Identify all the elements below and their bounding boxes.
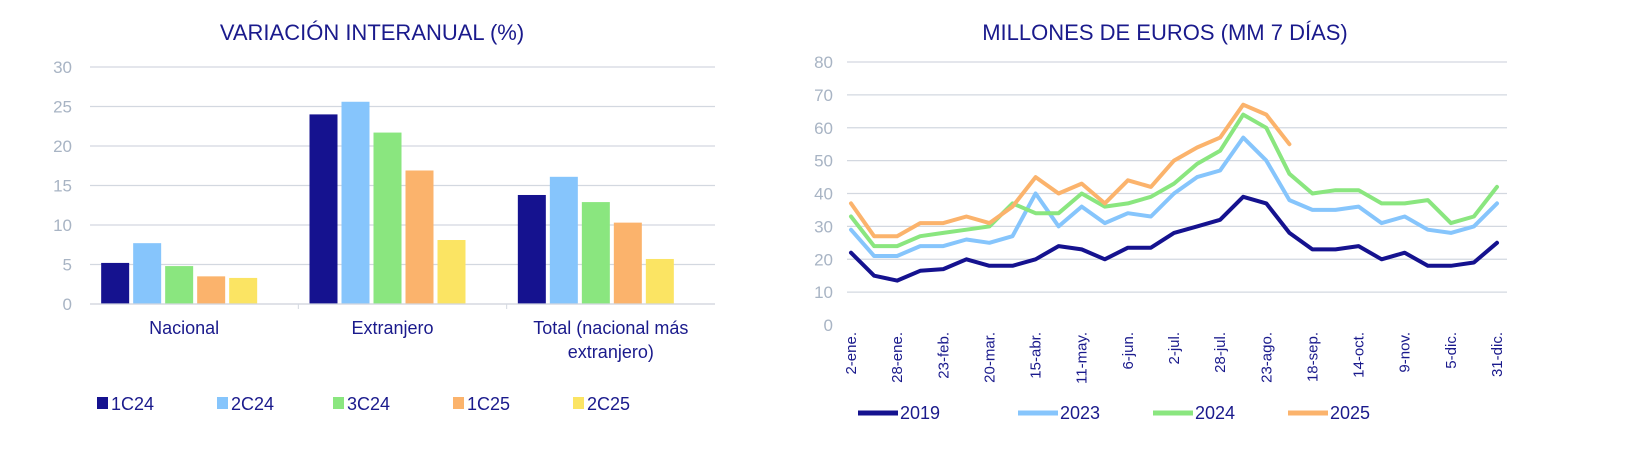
y-tick-label: 0 <box>824 316 833 335</box>
x-tick-label: 20-mar. <box>981 332 998 383</box>
x-category-label: Total (nacional más <box>533 318 688 338</box>
x-tick-label: 28-jul. <box>1212 332 1229 373</box>
legend-swatch-3c24 <box>333 397 344 409</box>
x-category-label: Extranjero <box>351 318 433 338</box>
bar-2c25-0 <box>229 277 258 304</box>
bar-1c25-2 <box>613 222 642 304</box>
legend-label: 2C25 <box>587 394 630 414</box>
x-tick-label: 2-jul. <box>1166 332 1183 365</box>
y-tick-label: 20 <box>53 137 72 156</box>
series-line-2023 <box>849 135 1499 258</box>
bar-1c24-0 <box>101 262 130 304</box>
legend-swatch-1c25 <box>453 397 464 409</box>
y-tick-label: 25 <box>53 98 72 117</box>
x-tick-label: 18-sep. <box>1304 332 1321 382</box>
bar-1c24-2 <box>517 194 546 304</box>
series-line-2025 <box>849 102 1292 239</box>
x-category-label: Nacional <box>149 318 219 338</box>
series-line-2019 <box>849 194 1499 283</box>
y-tick-label: 5 <box>63 256 72 275</box>
bar-3c24-0 <box>165 266 194 304</box>
bar-chart-title: VARIACIÓN INTERANUAL (%) <box>220 20 524 45</box>
legend-label: 2C24 <box>231 394 274 414</box>
legend-label: 2024 <box>1195 403 1235 423</box>
y-tick-label: 30 <box>53 58 72 77</box>
x-tick-label: 9-nov. <box>1397 332 1414 373</box>
bar-3c24-2 <box>581 202 610 304</box>
x-tick-label: 6-jun. <box>1120 332 1137 370</box>
y-tick-label: 70 <box>814 86 833 105</box>
y-tick-label: 20 <box>814 250 833 269</box>
line-chart-title: MILLONES DE EUROS (MM 7 DÍAS) <box>982 20 1348 45</box>
y-tick-label: 10 <box>814 283 833 302</box>
x-tick-label: 28-ene. <box>889 332 906 383</box>
bar-2c24-0 <box>133 243 162 304</box>
bar-1c25-0 <box>197 276 226 304</box>
x-tick-label: 2-ene. <box>843 332 860 375</box>
bar-chart: 0 5 10 15 20 25 30 Nacional Extranjero Total (nac… <box>53 58 715 414</box>
legend-label: 3C24 <box>347 394 390 414</box>
x-tick-label: 23-ago. <box>1258 332 1275 383</box>
line-chart: 0 10 20 30 40 50 60 70 80 2-ene. 28-ene. 23-feb. 20-… <box>814 53 1507 423</box>
legend-label: 2023 <box>1060 403 1100 423</box>
y-tick-label: 10 <box>53 216 72 235</box>
bar-2c25-1 <box>437 240 466 304</box>
y-tick-label: 60 <box>814 119 833 138</box>
legend-swatch-1c24 <box>97 397 108 409</box>
x-tick-label: 23-feb. <box>935 332 952 379</box>
x-tick-label: 31-dic. <box>1489 332 1506 377</box>
x-tick-label: 5-dic. <box>1443 332 1460 369</box>
x-category-label: extranjero) <box>568 342 654 362</box>
y-tick-label: 0 <box>63 295 72 314</box>
y-tick-label: 50 <box>814 152 833 171</box>
legend-label: 2019 <box>900 403 940 423</box>
bar-3c24-1 <box>373 132 402 304</box>
y-tick-label: 30 <box>814 217 833 236</box>
legend-label: 1C24 <box>111 394 154 414</box>
legend-swatch-2c24 <box>217 397 228 409</box>
legend-label: 2025 <box>1330 403 1370 423</box>
y-tick-label: 15 <box>53 177 72 196</box>
bar-1c24-1 <box>309 114 338 305</box>
x-tick-label: 11-may. <box>1074 332 1091 384</box>
x-tick-label: 15-abr. <box>1028 332 1045 379</box>
y-tick-label: 80 <box>814 53 833 72</box>
bar-2c24-2 <box>549 176 578 304</box>
y-tick-label: 40 <box>814 185 833 204</box>
bar-2c25-2 <box>645 258 674 304</box>
legend-label: 1C25 <box>467 394 510 414</box>
bar-1c25-1 <box>405 170 434 304</box>
bar-2c24-1 <box>341 101 370 304</box>
x-tick-label: 14-oct. <box>1351 332 1368 378</box>
legend-swatch-2c25 <box>573 397 584 409</box>
